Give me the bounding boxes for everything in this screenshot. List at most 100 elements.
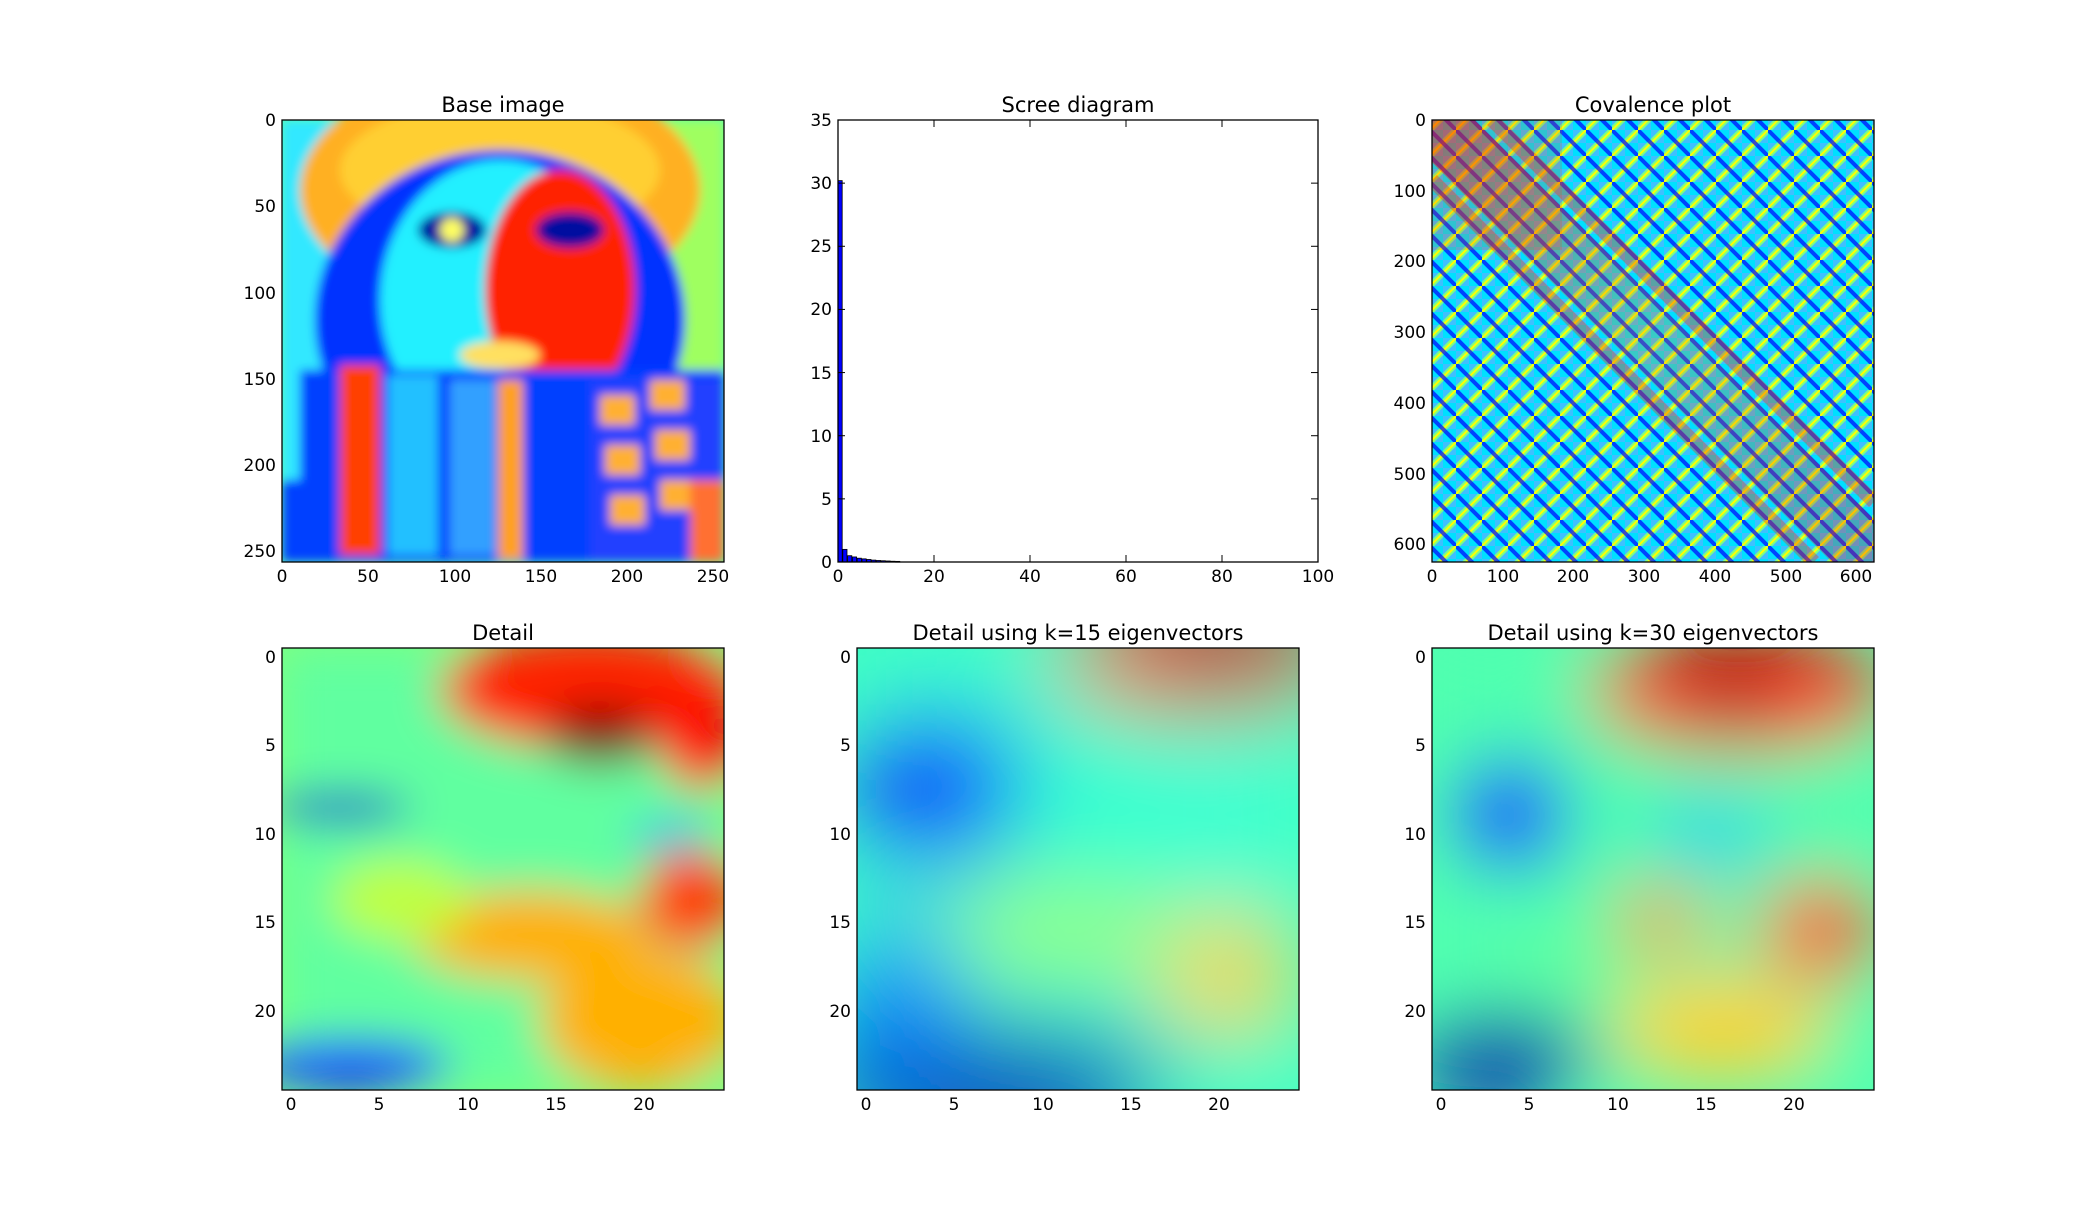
base-image-yticks: 0 50 100 150 200 250: [244, 111, 276, 562]
panel-detail: Detail 0 5 10 15 20: [254, 621, 725, 1115]
detail-k15-title: Detail using k=15 eigenvectors: [913, 621, 1244, 645]
panel-detail-k30: Detail using k=30 eigenvectors 0 5 10 15: [1404, 621, 1875, 1115]
xtick-label: 15: [1695, 1095, 1717, 1115]
xtick-label: 0: [1436, 1095, 1447, 1115]
ytick-label: 10: [1404, 825, 1426, 845]
xtick-label: 40: [1019, 567, 1041, 587]
ytick-label: 250: [244, 542, 276, 562]
detail-k30-heatmap: [1432, 648, 1874, 1090]
ytick-label: 0: [265, 111, 276, 131]
scree-frame: [837, 119, 1319, 563]
ytick-label: 5: [821, 490, 832, 510]
scree-bar: [842, 548, 848, 563]
base-image-title: Base image: [441, 93, 564, 117]
detail-k30-frame: [1431, 647, 1875, 1091]
xtick-label: 100: [439, 567, 471, 587]
xtick-label: 0: [1427, 567, 1438, 587]
panel-scree: Scree diagram 0 20 40 60 80 100 0 5 10 1…: [810, 93, 1334, 587]
xtick-label: 10: [1607, 1095, 1629, 1115]
panel-base-image: Base image: [244, 93, 730, 587]
detail-k15-yticks: 0 5 10 15 20: [829, 648, 851, 1022]
scree-bar: [847, 555, 853, 563]
xtick-label: 5: [374, 1095, 385, 1115]
ytick-label: 10: [829, 825, 851, 845]
xtick-label: 300: [1628, 567, 1660, 587]
covalence-heatmap: [1432, 120, 1874, 562]
xtick-label: 0: [286, 1095, 297, 1115]
covalence-frame: [1431, 119, 1875, 563]
ytick-label: 30: [810, 174, 832, 194]
ytick-label: 0: [265, 648, 276, 668]
xtick-label: 400: [1699, 567, 1731, 587]
ytick-label: 25: [810, 237, 832, 257]
ytick-label: 10: [810, 427, 832, 447]
xtick-label: 200: [1557, 567, 1589, 587]
ytick-label: 15: [1404, 913, 1426, 933]
ytick-label: 0: [1415, 111, 1426, 131]
xtick-label: 0: [861, 1095, 872, 1115]
ytick-label: 10: [254, 825, 276, 845]
xtick-label: 0: [833, 567, 844, 587]
xtick-label: 600: [1840, 567, 1872, 587]
ytick-label: 400: [1394, 394, 1426, 414]
ytick-label: 100: [244, 284, 276, 304]
ytick-label: 100: [1394, 182, 1426, 202]
xtick-label: 5: [1524, 1095, 1535, 1115]
ytick-label: 35: [810, 111, 832, 131]
ytick-label: 20: [1404, 1002, 1426, 1022]
detail-k15-heatmap: [857, 648, 1299, 1090]
ytick-label: 150: [244, 370, 276, 390]
covalence-yticks: 0 100 200 300 400 500 600: [1394, 111, 1426, 555]
detail-k30-yticks: 0 5 10 15 20: [1404, 648, 1426, 1022]
ytick-label: 50: [254, 197, 276, 217]
detail-title: Detail: [472, 621, 534, 645]
xtick-label: 250: [697, 567, 729, 587]
xtick-label: 100: [1302, 567, 1334, 587]
xtick-label: 5: [949, 1095, 960, 1115]
ytick-label: 0: [840, 648, 851, 668]
scree-yticks: 0 5 10 15 20 25 30 35: [810, 111, 832, 573]
base-image-frame: [281, 119, 725, 563]
covalence-title: Covalence plot: [1575, 93, 1731, 117]
xtick-label: 0: [277, 567, 288, 587]
xtick-label: 100: [1487, 567, 1519, 587]
xtick-label: 200: [611, 567, 643, 587]
base-image-heatmap: [282, 120, 724, 562]
ytick-label: 15: [254, 913, 276, 933]
base-image-xticks: 0 50 100 150 200 250: [277, 567, 730, 587]
ytick-label: 5: [840, 736, 851, 756]
scree-xticks: 0 20 40 60 80 100: [833, 567, 1335, 587]
ytick-label: 20: [254, 1002, 276, 1022]
detail-k30-xticks: 0 5 10 15 20: [1436, 1095, 1805, 1115]
xtick-label: 20: [923, 567, 945, 587]
ytick-label: 300: [1394, 323, 1426, 343]
ytick-label: 200: [244, 456, 276, 476]
xtick-label: 20: [1208, 1095, 1230, 1115]
ytick-label: 600: [1394, 535, 1426, 555]
ytick-label: 5: [1415, 736, 1426, 756]
panel-covalence: Covalence plot 0 100 200 300 400 500 600…: [1394, 93, 1875, 587]
ytick-label: 0: [1415, 648, 1426, 668]
scree-tick-marks: [837, 119, 1319, 563]
xtick-label: 500: [1770, 567, 1802, 587]
covalence-xticks: 0 100 200 300 400 500 600: [1427, 567, 1873, 587]
scree-bar: [852, 556, 858, 563]
detail-yticks: 0 5 10 15 20: [254, 648, 276, 1022]
detail-k15-xticks: 0 5 10 15 20: [861, 1095, 1230, 1115]
ytick-label: 0: [821, 553, 832, 573]
detail-xticks: 0 5 10 15 20: [286, 1095, 655, 1115]
xtick-label: 15: [545, 1095, 567, 1115]
ytick-label: 20: [829, 1002, 851, 1022]
xtick-label: 10: [1032, 1095, 1054, 1115]
ytick-label: 15: [810, 364, 832, 384]
scree-plot-area: [838, 120, 1318, 562]
xtick-label: 15: [1120, 1095, 1142, 1115]
xtick-label: 20: [633, 1095, 655, 1115]
scree-title: Scree diagram: [1002, 93, 1155, 117]
xtick-label: 80: [1211, 567, 1233, 587]
ytick-label: 500: [1394, 465, 1426, 485]
detail-k30-title: Detail using k=30 eigenvectors: [1488, 621, 1819, 645]
ytick-label: 20: [810, 300, 832, 320]
xtick-label: 20: [1783, 1095, 1805, 1115]
